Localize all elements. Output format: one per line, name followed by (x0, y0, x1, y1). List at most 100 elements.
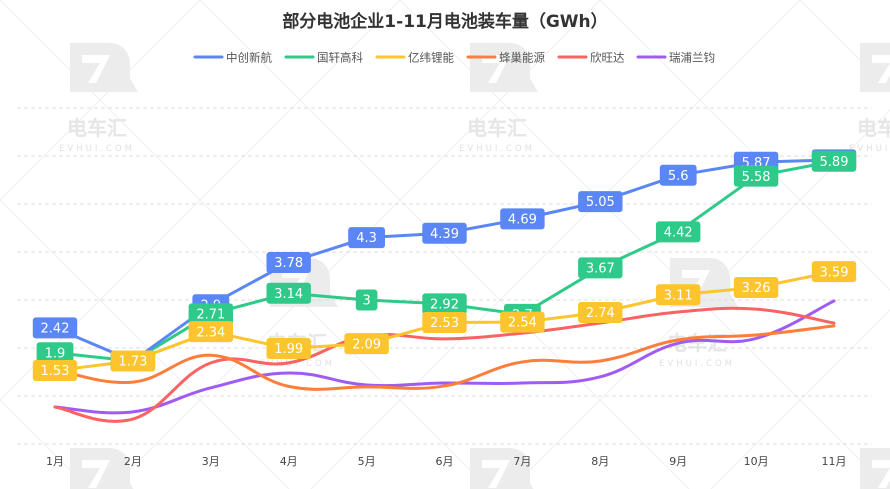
data-label-box (656, 221, 701, 243)
data-label-box (355, 289, 378, 311)
x-tick-label: 2月 (124, 455, 142, 468)
x-tick-label: 5月 (358, 455, 376, 468)
legend-label: 欣旺达 (590, 51, 625, 65)
legend-label: 蜂巢能源 (499, 51, 545, 65)
series-line-5[interactable] (53, 299, 836, 415)
data-label: 3.67 (578, 257, 623, 279)
data-label-box (811, 150, 857, 172)
watermark-logo: 电车汇 EVHUI.COM (459, 43, 538, 154)
data-label: 5.89 (811, 150, 857, 172)
data-label-text: 5.05 (586, 195, 615, 210)
data-label-box (422, 293, 467, 315)
watermark-brand: 电车汇 (857, 116, 890, 140)
data-label: 1.73 (110, 350, 156, 372)
data-label: 4.42 (656, 221, 701, 243)
x-tick-label: 3月 (202, 455, 220, 468)
data-label-text: 3.11 (664, 288, 693, 303)
data-label-box (656, 284, 701, 306)
x-tick-label: 7月 (513, 455, 531, 468)
data-label-box (422, 312, 467, 334)
legend-item[interactable]: 国轩高科 (284, 51, 363, 65)
data-label-box (733, 277, 779, 299)
data-label: 4.39 (422, 222, 467, 244)
data-label: 5.58 (733, 165, 779, 187)
legend-item[interactable]: 蜂巢能源 (466, 51, 545, 65)
watermark-brand: 电车汇 (67, 116, 127, 140)
legend-label: 国轩高科 (317, 51, 363, 65)
legend-item[interactable]: 亿纬锂能 (375, 51, 454, 65)
x-axis: 1月 2月 3月 4月 5月 6月 7月 8月 9月 10月 11月 (46, 455, 847, 468)
data-label: 2.71 (188, 303, 233, 325)
data-label-text: 2.74 (586, 306, 615, 321)
x-tick-label: 9月 (669, 455, 687, 468)
series-line-3[interactable] (53, 324, 836, 391)
legend-item[interactable]: 欣旺达 (557, 51, 625, 65)
data-label-text: 1.53 (41, 364, 70, 379)
data-label-box (422, 222, 467, 244)
data-label: 3.78 (266, 252, 311, 274)
data-label: 3.59 (811, 261, 857, 283)
data-label-text: 1.73 (118, 355, 147, 370)
data-label-box (578, 301, 623, 323)
data-label-text: 3.59 (820, 265, 849, 280)
x-tick-label: 10月 (744, 455, 769, 468)
data-label-text: 5.6 (668, 169, 689, 184)
data-label-text: 2.71 (196, 308, 225, 323)
watermark-brand: 电车汇 (467, 116, 527, 140)
data-label: 2.34 (188, 321, 233, 343)
data-label-text: 2.42 (41, 321, 70, 336)
legend-label: 瑞浦兰钧 (669, 51, 715, 65)
data-label-text: 2.09 (352, 337, 381, 352)
data-label-box (500, 208, 545, 230)
legend: 中创新航 国轩高科 亿纬锂能 蜂巢能源 欣旺达 瑞浦兰钧 (193, 51, 715, 65)
watermark-site: EVHUI.COM (59, 144, 135, 154)
data-label: 2.09 (344, 333, 389, 355)
series-line-4[interactable] (53, 306, 836, 423)
data-label-box (110, 350, 156, 372)
data-label: 4.3 (348, 227, 385, 249)
data-label-text: 2.53 (430, 316, 459, 331)
watermark-site: EVHUI.COM (459, 144, 535, 154)
data-label-box (266, 282, 311, 304)
legend-item[interactable]: 中创新航 (193, 51, 272, 65)
legend-label: 中创新航 (226, 51, 272, 65)
data-label-text: 4.42 (664, 225, 693, 240)
data-label-text: 1.99 (274, 342, 303, 357)
data-label: 3.11 (656, 284, 701, 306)
data-label: 4.69 (500, 208, 545, 230)
data-label: 2.54 (500, 311, 545, 333)
data-label-text: 2.92 (430, 297, 459, 312)
data-label-text: 3.78 (274, 256, 303, 271)
data-label-box (500, 311, 545, 333)
data-label: 2.74 (578, 301, 623, 323)
data-label-box (811, 261, 857, 283)
data-label: 5.6 (659, 164, 697, 186)
data-label-box (733, 165, 779, 187)
data-label-box (578, 191, 623, 213)
data-label-box (659, 164, 697, 186)
data-label-text: 5.58 (742, 170, 771, 185)
data-label: 3.14 (266, 282, 311, 304)
legend-item[interactable]: 瑞浦兰钧 (636, 51, 715, 65)
data-label-text: 2.54 (508, 316, 537, 331)
data-label: 3 (355, 289, 378, 311)
data-label: 2.92 (422, 293, 467, 315)
data-label-box (348, 227, 385, 249)
data-labels: 2.421.732.93.784.34.394.695.055.65.875.9… (32, 149, 857, 382)
x-tick-label: 4月 (280, 455, 298, 468)
data-label-box (344, 333, 389, 355)
data-label-text: 3.67 (586, 261, 615, 276)
data-label-text: 3.26 (742, 281, 771, 296)
x-tick-label: 6月 (436, 455, 454, 468)
data-label: 2.53 (422, 312, 467, 334)
data-label-text: 4.39 (430, 227, 459, 242)
data-label-text: 4.69 (508, 212, 537, 227)
data-label: 5.05 (578, 191, 623, 213)
data-label: 1.99 (266, 337, 311, 359)
data-label: 1.53 (32, 360, 78, 382)
